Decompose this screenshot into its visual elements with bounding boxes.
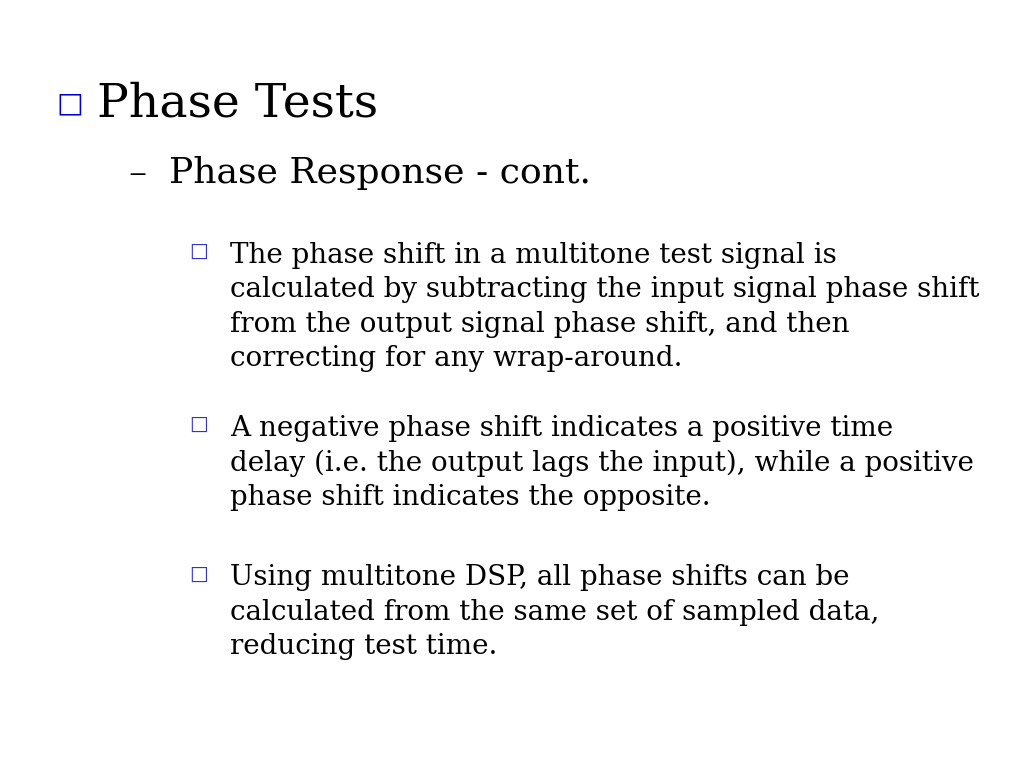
Text: □: □: [189, 415, 208, 434]
Text: Using multitone DSP, all phase shifts can be
calculated from the same set of sam: Using multitone DSP, all phase shifts ca…: [230, 564, 880, 660]
Text: A negative phase shift indicates a positive time
delay (i.e. the output lags the: A negative phase shift indicates a posit…: [230, 415, 974, 511]
Text: □: □: [189, 242, 208, 261]
Text: The phase shift in a multitone test signal is
calculated by subtracting the inpu: The phase shift in a multitone test sign…: [230, 242, 980, 372]
Text: □: □: [189, 564, 208, 584]
Text: Phase Tests: Phase Tests: [97, 81, 379, 126]
Text: □: □: [56, 90, 83, 118]
Text: Phase Response - cont.: Phase Response - cont.: [169, 156, 591, 190]
Text: –: –: [128, 156, 146, 190]
